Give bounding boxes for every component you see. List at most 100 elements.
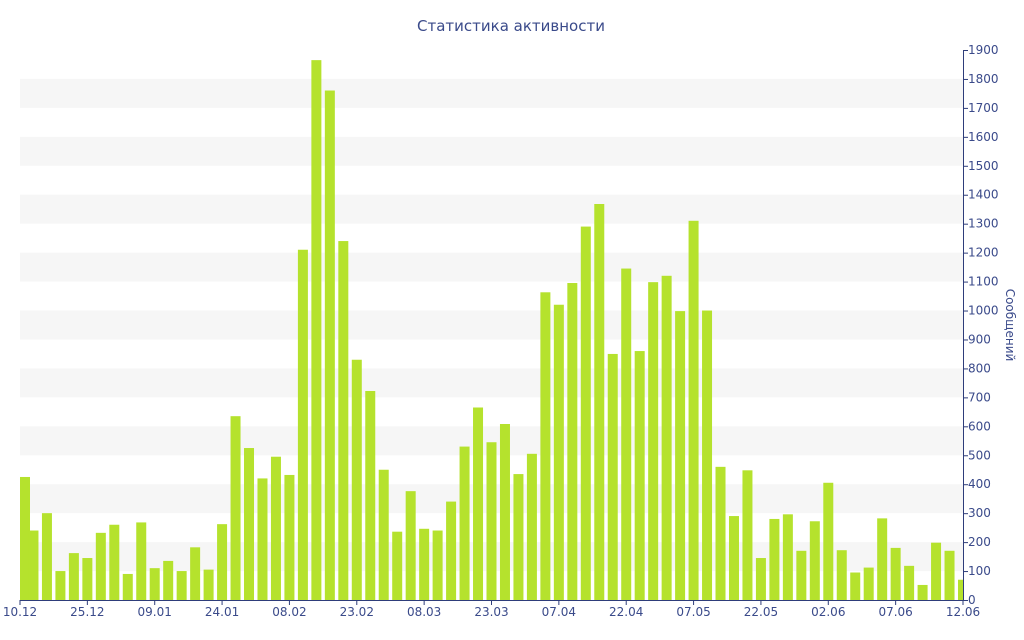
y-tick-label: 100 bbox=[968, 564, 991, 578]
bar bbox=[324, 90, 335, 601]
grid-band bbox=[20, 310, 963, 340]
y-tick-label: 1500 bbox=[968, 159, 999, 173]
bar bbox=[823, 482, 834, 600]
y-tick-label: 800 bbox=[968, 361, 991, 375]
x-tick-label: 24.01 bbox=[205, 605, 239, 619]
bar bbox=[351, 359, 362, 600]
bar bbox=[540, 292, 551, 600]
y-tick-label: 500 bbox=[968, 448, 991, 462]
bar bbox=[850, 572, 861, 600]
bar bbox=[176, 571, 187, 600]
x-tick-label: 12.06 bbox=[946, 605, 980, 619]
bar bbox=[499, 424, 510, 600]
bar bbox=[244, 448, 255, 600]
bar bbox=[257, 478, 268, 600]
bar bbox=[553, 304, 564, 600]
y-tick-label: 200 bbox=[968, 535, 991, 549]
bar bbox=[904, 565, 915, 600]
bar bbox=[715, 466, 726, 600]
bar bbox=[863, 567, 874, 600]
bar bbox=[621, 268, 632, 600]
bar bbox=[580, 226, 591, 600]
bar bbox=[594, 204, 605, 600]
bar bbox=[55, 571, 66, 600]
x-tick-label: 25.12 bbox=[70, 605, 104, 619]
grid-bands bbox=[20, 78, 963, 572]
bar bbox=[122, 573, 133, 600]
bar bbox=[486, 442, 497, 600]
y-tick-label: 1200 bbox=[968, 246, 999, 260]
bar bbox=[284, 474, 295, 600]
x-tick-label: 10.12 bbox=[3, 605, 37, 619]
bar bbox=[28, 530, 39, 600]
bar bbox=[931, 542, 942, 600]
grid-band bbox=[20, 78, 963, 108]
bar bbox=[41, 513, 52, 600]
bar bbox=[958, 579, 963, 600]
bar bbox=[607, 353, 618, 600]
bar bbox=[136, 522, 147, 600]
bar bbox=[661, 275, 672, 600]
bar bbox=[473, 407, 484, 600]
bar bbox=[526, 453, 537, 600]
bar bbox=[513, 474, 524, 600]
bar bbox=[567, 283, 578, 600]
bar bbox=[796, 550, 807, 600]
x-tick-label: 22.05 bbox=[744, 605, 778, 619]
x-tick-label: 07.04 bbox=[542, 605, 576, 619]
y-tick-label: 1300 bbox=[968, 217, 999, 231]
x-tick-label: 09.01 bbox=[138, 605, 172, 619]
bar bbox=[809, 521, 820, 600]
bar bbox=[311, 60, 322, 600]
y-tick-label: 0 bbox=[968, 593, 976, 607]
bar bbox=[20, 476, 30, 600]
x-tick-label: 23.03 bbox=[474, 605, 508, 619]
bar bbox=[190, 547, 201, 600]
bar bbox=[203, 569, 214, 600]
y-tick-label: 700 bbox=[968, 390, 991, 404]
bar bbox=[392, 531, 403, 600]
y-tick-label: 1800 bbox=[968, 72, 999, 86]
x-tick-label: 08.02 bbox=[272, 605, 306, 619]
bar bbox=[95, 532, 106, 600]
bar bbox=[702, 310, 713, 600]
bar bbox=[688, 220, 699, 600]
bar bbox=[149, 568, 160, 600]
x-tick-label: 02.06 bbox=[811, 605, 845, 619]
y-tick-label: 600 bbox=[968, 419, 991, 433]
bar bbox=[728, 516, 739, 600]
bar bbox=[836, 550, 847, 600]
y-tick-label: 1100 bbox=[968, 275, 999, 289]
bar bbox=[769, 518, 780, 600]
bar bbox=[446, 501, 457, 600]
grid-band bbox=[20, 252, 963, 282]
x-tick-label: 07.05 bbox=[676, 605, 710, 619]
bar bbox=[405, 491, 416, 600]
grid-band bbox=[20, 368, 963, 398]
y-tick-label: 900 bbox=[968, 332, 991, 346]
y-axis-ticks: 0 100 200 300 400 500 600 700 800 900 1000 1100 1200… bbox=[963, 43, 999, 607]
y-tick-label: 400 bbox=[968, 477, 991, 491]
bar bbox=[459, 446, 470, 600]
bar bbox=[163, 560, 174, 600]
bar bbox=[877, 518, 888, 600]
grid-band bbox=[20, 194, 963, 224]
y-tick-label: 1900 bbox=[968, 43, 999, 57]
x-tick-label: 23.02 bbox=[340, 605, 374, 619]
grid-band bbox=[20, 136, 963, 166]
y-tick-label: 1600 bbox=[968, 130, 999, 144]
bar bbox=[944, 550, 955, 600]
bar bbox=[82, 558, 93, 600]
bar bbox=[217, 524, 228, 600]
y-tick-label: 1700 bbox=[968, 101, 999, 115]
y-tick-label: 300 bbox=[968, 506, 991, 520]
bar bbox=[782, 514, 793, 600]
bar bbox=[419, 528, 430, 600]
bar bbox=[432, 530, 443, 600]
y-tick-label: 1000 bbox=[968, 304, 999, 318]
bar bbox=[917, 584, 928, 600]
bar bbox=[297, 249, 308, 600]
bar bbox=[270, 456, 281, 600]
y-tick-label: 1400 bbox=[968, 188, 999, 202]
